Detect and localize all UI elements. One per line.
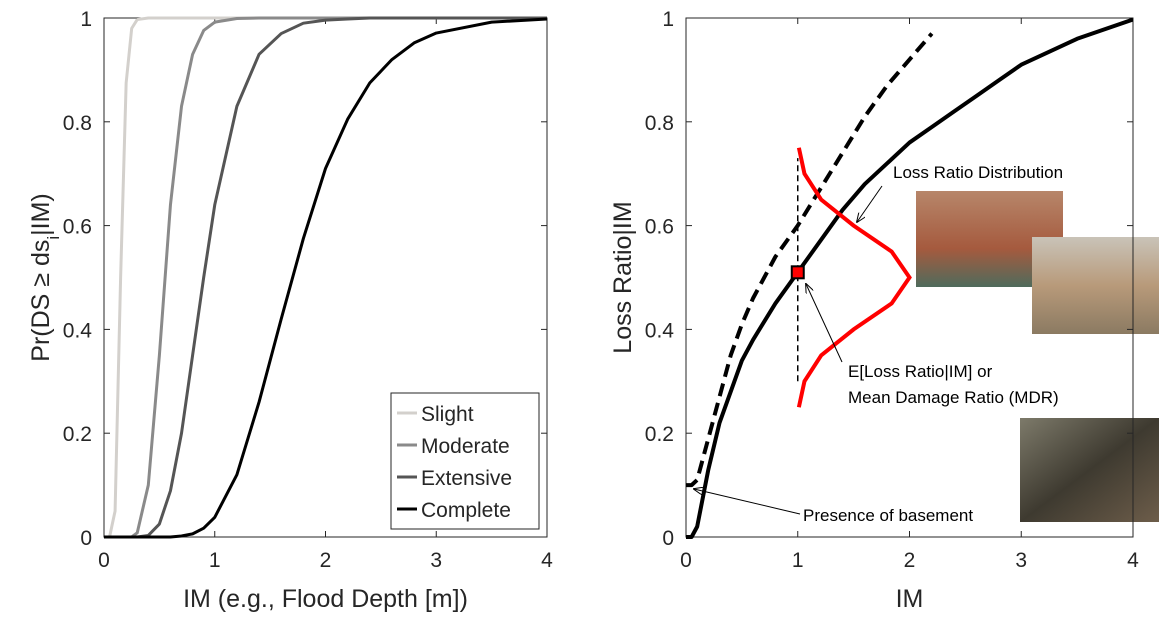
x-axis-label: IM: [896, 585, 924, 613]
annotation-arrow: [806, 284, 843, 363]
y-axis-label-part: i: [44, 236, 63, 240]
x-axis-label: IM (e.g., Flood Depth [m]): [183, 585, 468, 613]
y-tick-label: 0: [662, 527, 674, 550]
annotation-arrow: [857, 185, 883, 222]
y-axis-label: Loss Ratio|IM: [609, 201, 637, 353]
y-tick-label: 1: [80, 8, 92, 31]
y-tick-label: 1: [662, 8, 674, 31]
y-axis-label-part: Pr(DS ≥ ds: [27, 240, 55, 362]
loss-distribution: [796, 147, 912, 408]
annotation-arrow: [694, 489, 801, 515]
series-line: [104, 17, 547, 539]
photo-street-flood: [1032, 237, 1159, 334]
x-tick-label: 0: [98, 549, 110, 572]
x-tick-label: 0: [680, 549, 692, 572]
legend-box: [390, 392, 540, 530]
annotation: Presence of basement: [803, 506, 973, 525]
mean-marker: [790, 265, 805, 280]
legend-label: Extensive: [421, 467, 512, 490]
legend-label: Moderate: [421, 435, 510, 458]
x-tick-label: 3: [1015, 549, 1027, 572]
y-tick-label: 0.6: [63, 216, 92, 239]
x-tick-label: 2: [320, 549, 332, 572]
y-tick-label: 0.2: [63, 423, 92, 446]
y-axis-label-part: |IM): [27, 193, 55, 236]
annotation: Mean Damage Ratio (MDR): [848, 388, 1059, 407]
series-line: [686, 32, 934, 488]
y-tick-label: 0: [80, 527, 92, 550]
y-tick-label: 0.8: [63, 112, 92, 135]
y-axis-label: Pr(DS ≥ dsi|IM): [27, 193, 63, 361]
annotation: E[Loss Ratio|IM] or: [848, 362, 993, 381]
x-tick-label: 1: [792, 549, 804, 572]
annotation: Loss Ratio Distribution: [893, 163, 1063, 182]
y-tick-label: 0.4: [63, 319, 93, 342]
x-tick-label: 3: [430, 549, 442, 572]
legend-label: Complete: [421, 499, 511, 522]
x-tick-label: 1: [209, 549, 221, 572]
x-tick-label: 4: [1127, 549, 1139, 572]
y-tick-label: 0.2: [645, 423, 674, 446]
legend-label: Slight: [421, 403, 474, 426]
y-tick-label: 0.8: [645, 112, 674, 135]
series-line: [686, 17, 1133, 539]
y-tick-label: 0.6: [645, 216, 674, 239]
x-tick-label: 4: [541, 549, 553, 572]
x-tick-label: 2: [904, 549, 916, 572]
y-tick-label: 0.4: [645, 319, 675, 342]
photo-basement: [1020, 418, 1159, 522]
